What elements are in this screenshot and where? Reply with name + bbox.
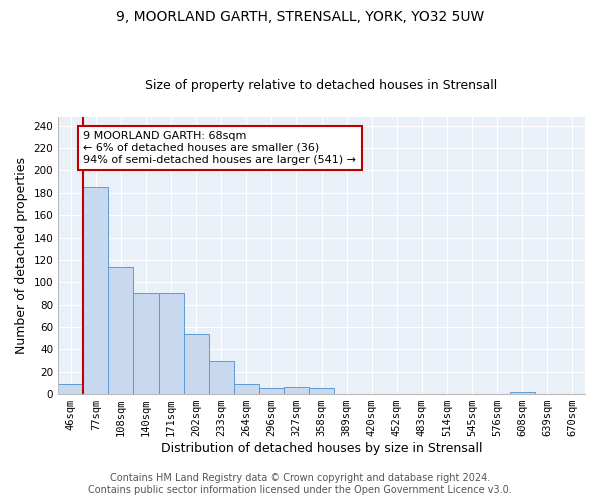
Bar (133, 294, 158, 394)
Bar (309, 388, 334, 394)
Bar (158, 294, 184, 394)
Text: 9, MOORLAND GARTH, STRENSALL, YORK, YO32 5UW: 9, MOORLAND GARTH, STRENSALL, YORK, YO32… (116, 10, 484, 24)
Bar (234, 384, 259, 394)
Bar (209, 360, 234, 394)
Y-axis label: Number of detached properties: Number of detached properties (15, 157, 28, 354)
Bar (58, 384, 83, 394)
Bar (184, 334, 209, 394)
Bar (284, 388, 309, 394)
Title: Size of property relative to detached houses in Strensall: Size of property relative to detached ho… (145, 79, 498, 92)
Bar (109, 266, 133, 394)
X-axis label: Distribution of detached houses by size in Strensall: Distribution of detached houses by size … (161, 442, 482, 455)
Text: 9 MOORLAND GARTH: 68sqm
← 6% of detached houses are smaller (36)
94% of semi-det: 9 MOORLAND GARTH: 68sqm ← 6% of detached… (83, 132, 356, 164)
Bar (259, 388, 284, 394)
Bar (510, 392, 535, 394)
Bar (83, 187, 109, 394)
Text: Contains HM Land Registry data © Crown copyright and database right 2024.
Contai: Contains HM Land Registry data © Crown c… (88, 474, 512, 495)
